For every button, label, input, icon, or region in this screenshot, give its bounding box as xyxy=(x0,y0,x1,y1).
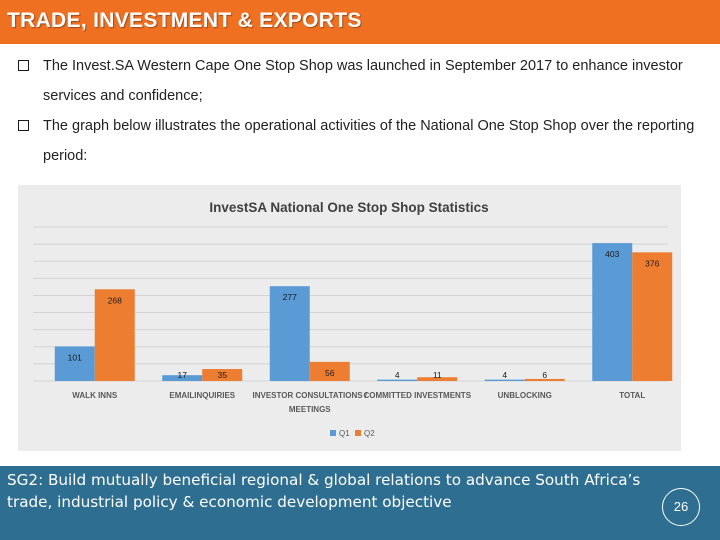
bar-q2 xyxy=(94,289,135,381)
bar-q1 xyxy=(592,243,633,381)
bar-q1 xyxy=(484,379,525,381)
data-label: 101 xyxy=(68,352,82,362)
page-number: 26 xyxy=(662,488,700,526)
bar-q2 xyxy=(632,252,673,381)
data-label: 17 xyxy=(178,370,188,380)
bar-q1 xyxy=(377,379,418,381)
data-label: 268 xyxy=(108,295,122,305)
legend-label: Q1 xyxy=(339,429,350,438)
footer-bar: SG2: Build mutually beneficial regional … xyxy=(0,466,720,540)
data-label: 4 xyxy=(395,370,400,380)
category-label: INVESTOR CONSULTATIONS / xyxy=(252,391,367,400)
category-label: MEETINGS xyxy=(289,405,331,414)
bar-q2 xyxy=(524,378,565,381)
legend-label: Q2 xyxy=(364,429,375,438)
chart-panel: InvestSA National One Stop Shop Statisti… xyxy=(18,185,681,451)
data-label: 35 xyxy=(218,370,228,380)
category-label: COMMITTED INVESTMENTS xyxy=(363,391,471,400)
bullet-item: The graph below illustrates the operatio… xyxy=(18,111,708,171)
legend-swatch-q1 xyxy=(330,430,336,436)
category-label: TOTAL xyxy=(619,391,645,400)
slide-title: TRADE, INVESTMENT & EXPORTS xyxy=(7,9,362,32)
data-label: 4 xyxy=(502,370,507,380)
bar-q2 xyxy=(309,361,350,381)
title-bar: TRADE, INVESTMENT & EXPORTS xyxy=(0,0,720,44)
category-label: EMAILINQUIRIES xyxy=(169,391,235,400)
bar-q2 xyxy=(417,377,458,381)
bar-q2 xyxy=(202,369,243,381)
checkbox-bullet-icon xyxy=(18,120,29,131)
data-label: 403 xyxy=(605,249,619,259)
bullet-item: The Invest.SA Western Cape One Stop Shop… xyxy=(18,51,708,111)
bullet-text: The Invest.SA Western Cape One Stop Shop… xyxy=(43,58,683,104)
category-label: WALK INNS xyxy=(72,391,118,400)
chart-title: InvestSA National One Stop Shop Statisti… xyxy=(209,200,488,215)
data-label: 277 xyxy=(283,292,297,302)
bullet-text: The graph below illustrates the operatio… xyxy=(43,118,695,164)
bar-chart: InvestSA National One Stop Shop Statisti… xyxy=(33,200,673,438)
bar-q1 xyxy=(162,375,203,381)
bar-q1 xyxy=(269,286,310,381)
checkbox-bullet-icon xyxy=(18,60,29,71)
category-label: UNBLOCKING xyxy=(498,391,552,400)
legend-swatch-q2 xyxy=(355,430,361,436)
footer-objective: SG2: Build mutually beneficial regional … xyxy=(7,471,641,511)
data-label: 11 xyxy=(433,370,442,380)
data-label: 6 xyxy=(542,370,547,380)
data-label: 376 xyxy=(645,258,659,268)
bar-q1 xyxy=(54,346,95,381)
data-label: 56 xyxy=(325,368,335,378)
